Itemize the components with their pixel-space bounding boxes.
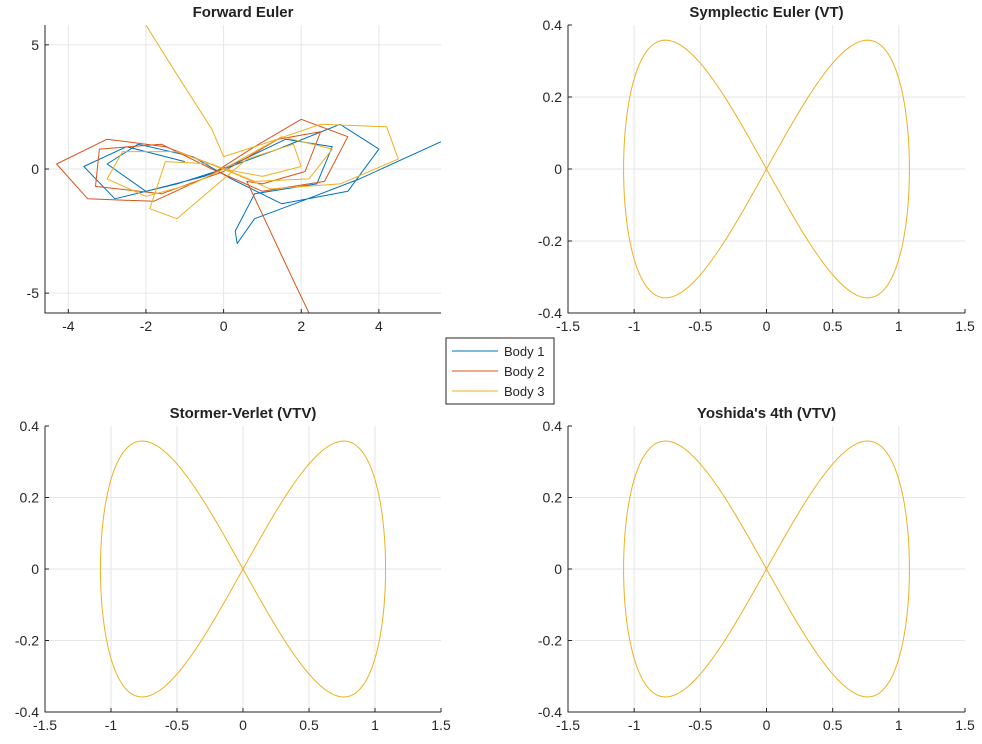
series-line-body-3 bbox=[623, 440, 910, 698]
x-tick-label: 2 bbox=[297, 318, 305, 334]
x-tick-label: 0 bbox=[239, 717, 247, 733]
x-tick-label: 0 bbox=[763, 717, 771, 733]
legend-entry-body-1: Body 1 bbox=[452, 344, 544, 359]
y-tick-label: -0.2 bbox=[538, 633, 562, 649]
x-tick-label: -0.5 bbox=[688, 318, 712, 334]
legend-entry-body-3: Body 3 bbox=[452, 384, 544, 399]
x-tick-label: 4 bbox=[375, 318, 383, 334]
subplot-2: -1.5 -1 -0.5 0 0.5 1 1.5 -0.4 -0.2 0 0.2 0.4 Symplec… bbox=[538, 4, 975, 334]
x-tick-label: 0.5 bbox=[823, 318, 843, 334]
subplot-3: -1.5 -1 -0.5 0 0.5 1 1.5 -0.4 -0.2 0 0.2 0.4 Stormer… bbox=[15, 405, 451, 733]
legend-label: Body 2 bbox=[504, 364, 544, 379]
x-tick-label: 1 bbox=[895, 717, 903, 733]
y-tick-label: 5 bbox=[31, 37, 39, 53]
y-tick-label: 0.4 bbox=[20, 418, 40, 434]
subplot-title: Symplectic Euler (VT) bbox=[689, 4, 843, 21]
data-layer bbox=[56, 25, 441, 313]
x-tick-label: -1 bbox=[105, 717, 118, 733]
y-tick-label: -0.4 bbox=[538, 305, 562, 321]
y-tick-label: 0 bbox=[31, 161, 39, 177]
legend-label: Body 3 bbox=[504, 384, 544, 399]
x-tick-label: 0 bbox=[763, 318, 771, 334]
subplots-group: -4 -2 0 2 4 -5 0 5 Forward Euler -1.5 -1 -0.5 0 0.5 1 1… bbox=[15, 4, 975, 733]
y-tick-label: 0 bbox=[554, 561, 562, 577]
x-tick-label: 0.5 bbox=[299, 717, 319, 733]
x-tick-label: 1 bbox=[371, 717, 379, 733]
y-tick-label: 0.2 bbox=[543, 89, 563, 105]
x-tick-label: -0.5 bbox=[688, 717, 712, 733]
data-layer bbox=[623, 39, 910, 299]
x-tick-label: -1.5 bbox=[33, 717, 57, 733]
y-tick-label: 0 bbox=[554, 161, 562, 177]
x-tick-label: 1 bbox=[895, 318, 903, 334]
x-tick-label: 0 bbox=[220, 318, 228, 334]
series-line-body-3 bbox=[623, 39, 910, 299]
legend: Body 1 Body 2 Body 3 bbox=[445, 337, 555, 405]
data-layer bbox=[99, 440, 387, 698]
subplot-1: -4 -2 0 2 4 -5 0 5 Forward Euler bbox=[27, 4, 441, 334]
x-tick-label: -1.5 bbox=[556, 717, 580, 733]
data-layer bbox=[623, 440, 910, 698]
subplot-title: Stormer-Verlet (VTV) bbox=[170, 405, 317, 422]
x-tick-label: -1.5 bbox=[556, 318, 580, 334]
series-line-body-1 bbox=[83, 123, 441, 244]
y-tick-label: 0.4 bbox=[543, 418, 563, 434]
axis-lines bbox=[44, 25, 441, 314]
series-line-body-3 bbox=[99, 440, 387, 698]
y-tick-label: -0.4 bbox=[538, 704, 562, 720]
x-tick-label: -1 bbox=[628, 717, 641, 733]
x-tick-label: -4 bbox=[62, 318, 75, 334]
legend-label: Body 1 bbox=[504, 344, 544, 359]
x-tick-label: 1.5 bbox=[955, 318, 975, 334]
y-tick-label: 0 bbox=[31, 561, 39, 577]
x-tick-label: 1.5 bbox=[431, 717, 451, 733]
y-tick-label: -0.2 bbox=[538, 233, 562, 249]
x-tick-label: -0.5 bbox=[165, 717, 189, 733]
y-tick-label: -0.4 bbox=[15, 704, 39, 720]
subplot-title: Yoshida's 4th (VTV) bbox=[697, 405, 836, 422]
legend-entry-body-2: Body 2 bbox=[452, 364, 544, 379]
subplot-title: Forward Euler bbox=[193, 4, 294, 21]
y-tick-label: -0.2 bbox=[15, 633, 39, 649]
x-tick-label: -2 bbox=[140, 318, 153, 334]
series-line-body-3 bbox=[106, 25, 399, 220]
x-tick-label: 1.5 bbox=[955, 717, 975, 733]
series-line-body-2 bbox=[56, 118, 349, 313]
y-tick-label: 0.4 bbox=[543, 17, 563, 33]
y-tick-label: -5 bbox=[27, 285, 40, 301]
x-tick-label: 0.5 bbox=[823, 717, 843, 733]
y-tick-label: 0.2 bbox=[20, 490, 40, 506]
subplot-4: -1.5 -1 -0.5 0 0.5 1 1.5 -0.4 -0.2 0 0.2 0.4 Yoshida… bbox=[538, 405, 975, 733]
x-tick-label: -1 bbox=[628, 318, 641, 334]
y-tick-label: 0.2 bbox=[543, 490, 563, 506]
